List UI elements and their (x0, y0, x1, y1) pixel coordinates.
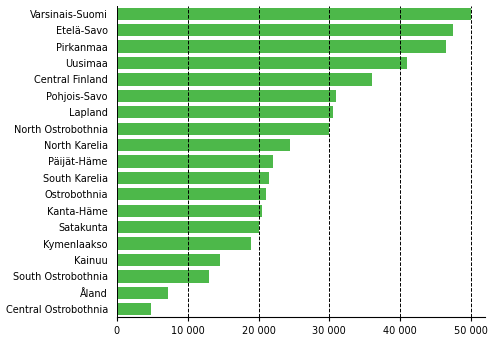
Bar (117, 237, 251, 250)
Bar (117, 139, 290, 151)
Bar (117, 73, 372, 86)
Bar (117, 172, 269, 184)
Bar (117, 221, 258, 233)
Bar (117, 205, 262, 217)
Bar (117, 122, 329, 135)
Bar (117, 40, 446, 53)
Bar (117, 24, 454, 36)
Bar (117, 287, 168, 299)
Bar (117, 90, 336, 102)
Bar (117, 8, 471, 20)
Bar (117, 303, 151, 315)
Bar (117, 57, 407, 69)
Bar (117, 106, 333, 118)
Bar (117, 254, 219, 266)
Bar (117, 270, 209, 282)
Bar (117, 155, 273, 168)
Bar (117, 188, 266, 200)
